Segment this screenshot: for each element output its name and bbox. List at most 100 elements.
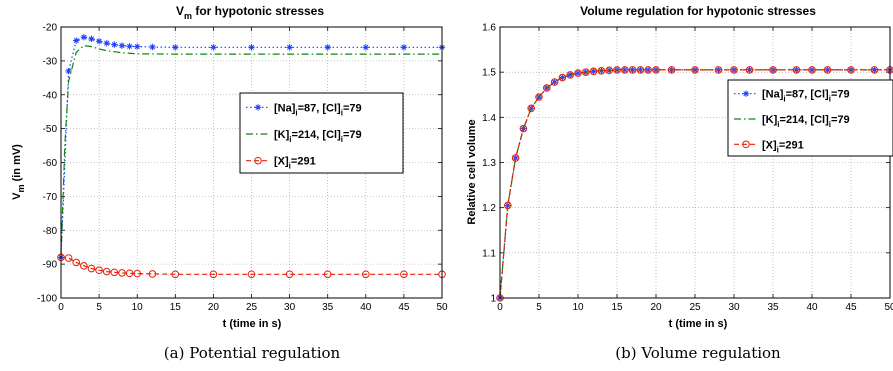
- series-2-point: [102, 267, 111, 276]
- y-tick-label: -20: [43, 23, 58, 34]
- y-tick-label: -70: [43, 192, 58, 203]
- series-2-point: [582, 68, 590, 76]
- x-tick-label: 30: [284, 302, 296, 313]
- series-2-point: [745, 66, 754, 74]
- chart-b-ylabel: Relative cell volume: [466, 119, 478, 224]
- series-0-point: [400, 44, 408, 51]
- x-tick-label: 5: [536, 302, 542, 313]
- series-2-point: [574, 69, 582, 77]
- x-tick-label: 30: [728, 302, 740, 313]
- y-tick-label: -80: [43, 226, 58, 237]
- series-0-point: [149, 43, 156, 51]
- series-0-point: [248, 44, 255, 51]
- chart-b-title: Volume regulation for hypotonic stresses: [580, 4, 816, 18]
- series-2-point: [80, 262, 88, 270]
- series-2-point: [714, 66, 723, 74]
- x-tick-label: 0: [58, 302, 64, 313]
- series-0-point: [871, 66, 878, 74]
- series-2-point: [511, 154, 520, 162]
- chart-a-plot: 0 5 10 15 20 25 30 35 40 45 50 -20 -30 -40 -50 -60 -70 -8…: [37, 23, 448, 314]
- series-2-point: [362, 270, 370, 279]
- series-2-point: [504, 201, 512, 210]
- series-2-point: [247, 270, 256, 279]
- y-tick-label: 1.1: [482, 248, 496, 259]
- series-2-point: [171, 270, 180, 279]
- series-2-point: [730, 66, 738, 74]
- y-tick-label: 1: [490, 294, 496, 305]
- chart-b-caption: (b) Volume regulation: [615, 344, 781, 362]
- x-tick-label: 10: [572, 302, 584, 313]
- chart-volume-regulation: Volume regulation for hypotonic stresses…: [466, 4, 893, 362]
- series-2-point: [209, 270, 218, 279]
- y-tick-label: -50: [43, 124, 58, 135]
- chart-a-title: Vm for hypotonic stresses: [176, 4, 324, 21]
- legend-label-2: [X]i=291: [762, 139, 804, 154]
- legend-label-0: [Na]i=87, [Cl]i=79: [274, 102, 362, 117]
- series-0-point: [73, 37, 80, 44]
- series-0-point: [88, 35, 95, 43]
- x-tick-label: 35: [322, 302, 334, 313]
- plot-frame: [60, 26, 443, 299]
- series-2-point: [125, 269, 134, 278]
- series-2-point: [613, 66, 621, 74]
- x-tick-label: 45: [845, 302, 857, 313]
- series-2-point: [133, 269, 141, 278]
- series-0-point: [103, 40, 110, 47]
- series-2-point: [543, 84, 551, 92]
- series-2-point: [148, 270, 157, 278]
- series-2-point: [118, 269, 126, 277]
- series-2-point: [644, 66, 653, 74]
- series-0-point: [95, 38, 103, 45]
- series-2-point: [589, 67, 598, 76]
- x-tick-label: 15: [611, 302, 623, 313]
- series-0-point: [118, 42, 126, 49]
- x-tick-label: 20: [650, 302, 662, 313]
- series-2-point: [527, 104, 536, 113]
- x-tick-label: 50: [884, 302, 893, 313]
- series-0-point: [172, 44, 179, 51]
- series-0-point: [286, 44, 293, 51]
- legend-label-0: [Na]i=87, [Cl]i=79: [762, 89, 850, 104]
- series-0-point: [606, 67, 613, 74]
- y-tick-label: 1.3: [482, 158, 496, 169]
- chart-potential-regulation: Vm for hypotonic stresses 0 5 10 15 20 25 30 35…: [11, 4, 448, 362]
- x-tick-label: 25: [246, 302, 258, 313]
- series-2-point: [110, 268, 119, 277]
- y-tick-label: -60: [43, 158, 58, 169]
- series-2-point: [652, 66, 660, 74]
- series-2-point: [769, 66, 777, 74]
- plot-frame: [499, 26, 891, 299]
- series-2-point: [519, 124, 528, 133]
- series-2-point: [847, 66, 855, 74]
- y-tick-label: 1.6: [482, 23, 496, 34]
- series-0-point: [210, 44, 217, 51]
- series-2-point: [636, 66, 645, 74]
- series-0-point: [65, 67, 72, 75]
- x-tick-label: 40: [806, 302, 818, 313]
- chart-b-plot: 0 5 10 15 20 25 30 35 40 45 50 1 1.1 1.2 1.3 1.4 1.5 1.6 […: [482, 23, 893, 313]
- x-tick-label: 45: [398, 302, 410, 313]
- y-tick-label: -90: [43, 260, 58, 271]
- series-0-point: [134, 43, 141, 50]
- legend-box: [239, 92, 404, 174]
- y-tick-label: 1.5: [482, 68, 496, 79]
- legend-label-1: [K]i=214, [Cl]i=79: [274, 129, 362, 144]
- y-tick-label: 1.2: [482, 203, 496, 214]
- series-2-point: [72, 258, 81, 267]
- x-tick-label: 50: [436, 302, 448, 313]
- legend-marker-2: [742, 140, 750, 149]
- series-line-1: [60, 44, 442, 258]
- series-2-point: [323, 270, 332, 279]
- series-0-point: [80, 33, 88, 41]
- y-tick-label: 1.4: [482, 113, 496, 124]
- series-0-point: [126, 43, 133, 50]
- chart-a-xlabel: t (time in s): [223, 318, 282, 330]
- series-2-point: [558, 73, 567, 82]
- series-2-point: [597, 67, 606, 75]
- x-tick-label: 20: [208, 302, 220, 313]
- series-line-2: [499, 69, 890, 299]
- series-0-point: [362, 44, 369, 51]
- x-tick-label: 25: [689, 302, 701, 313]
- series-line-0: [60, 36, 442, 258]
